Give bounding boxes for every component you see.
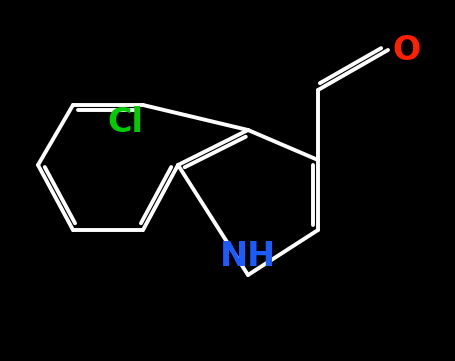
Text: Cl: Cl: [107, 106, 142, 139]
Text: O: O: [391, 34, 419, 66]
Text: NH: NH: [219, 240, 275, 274]
